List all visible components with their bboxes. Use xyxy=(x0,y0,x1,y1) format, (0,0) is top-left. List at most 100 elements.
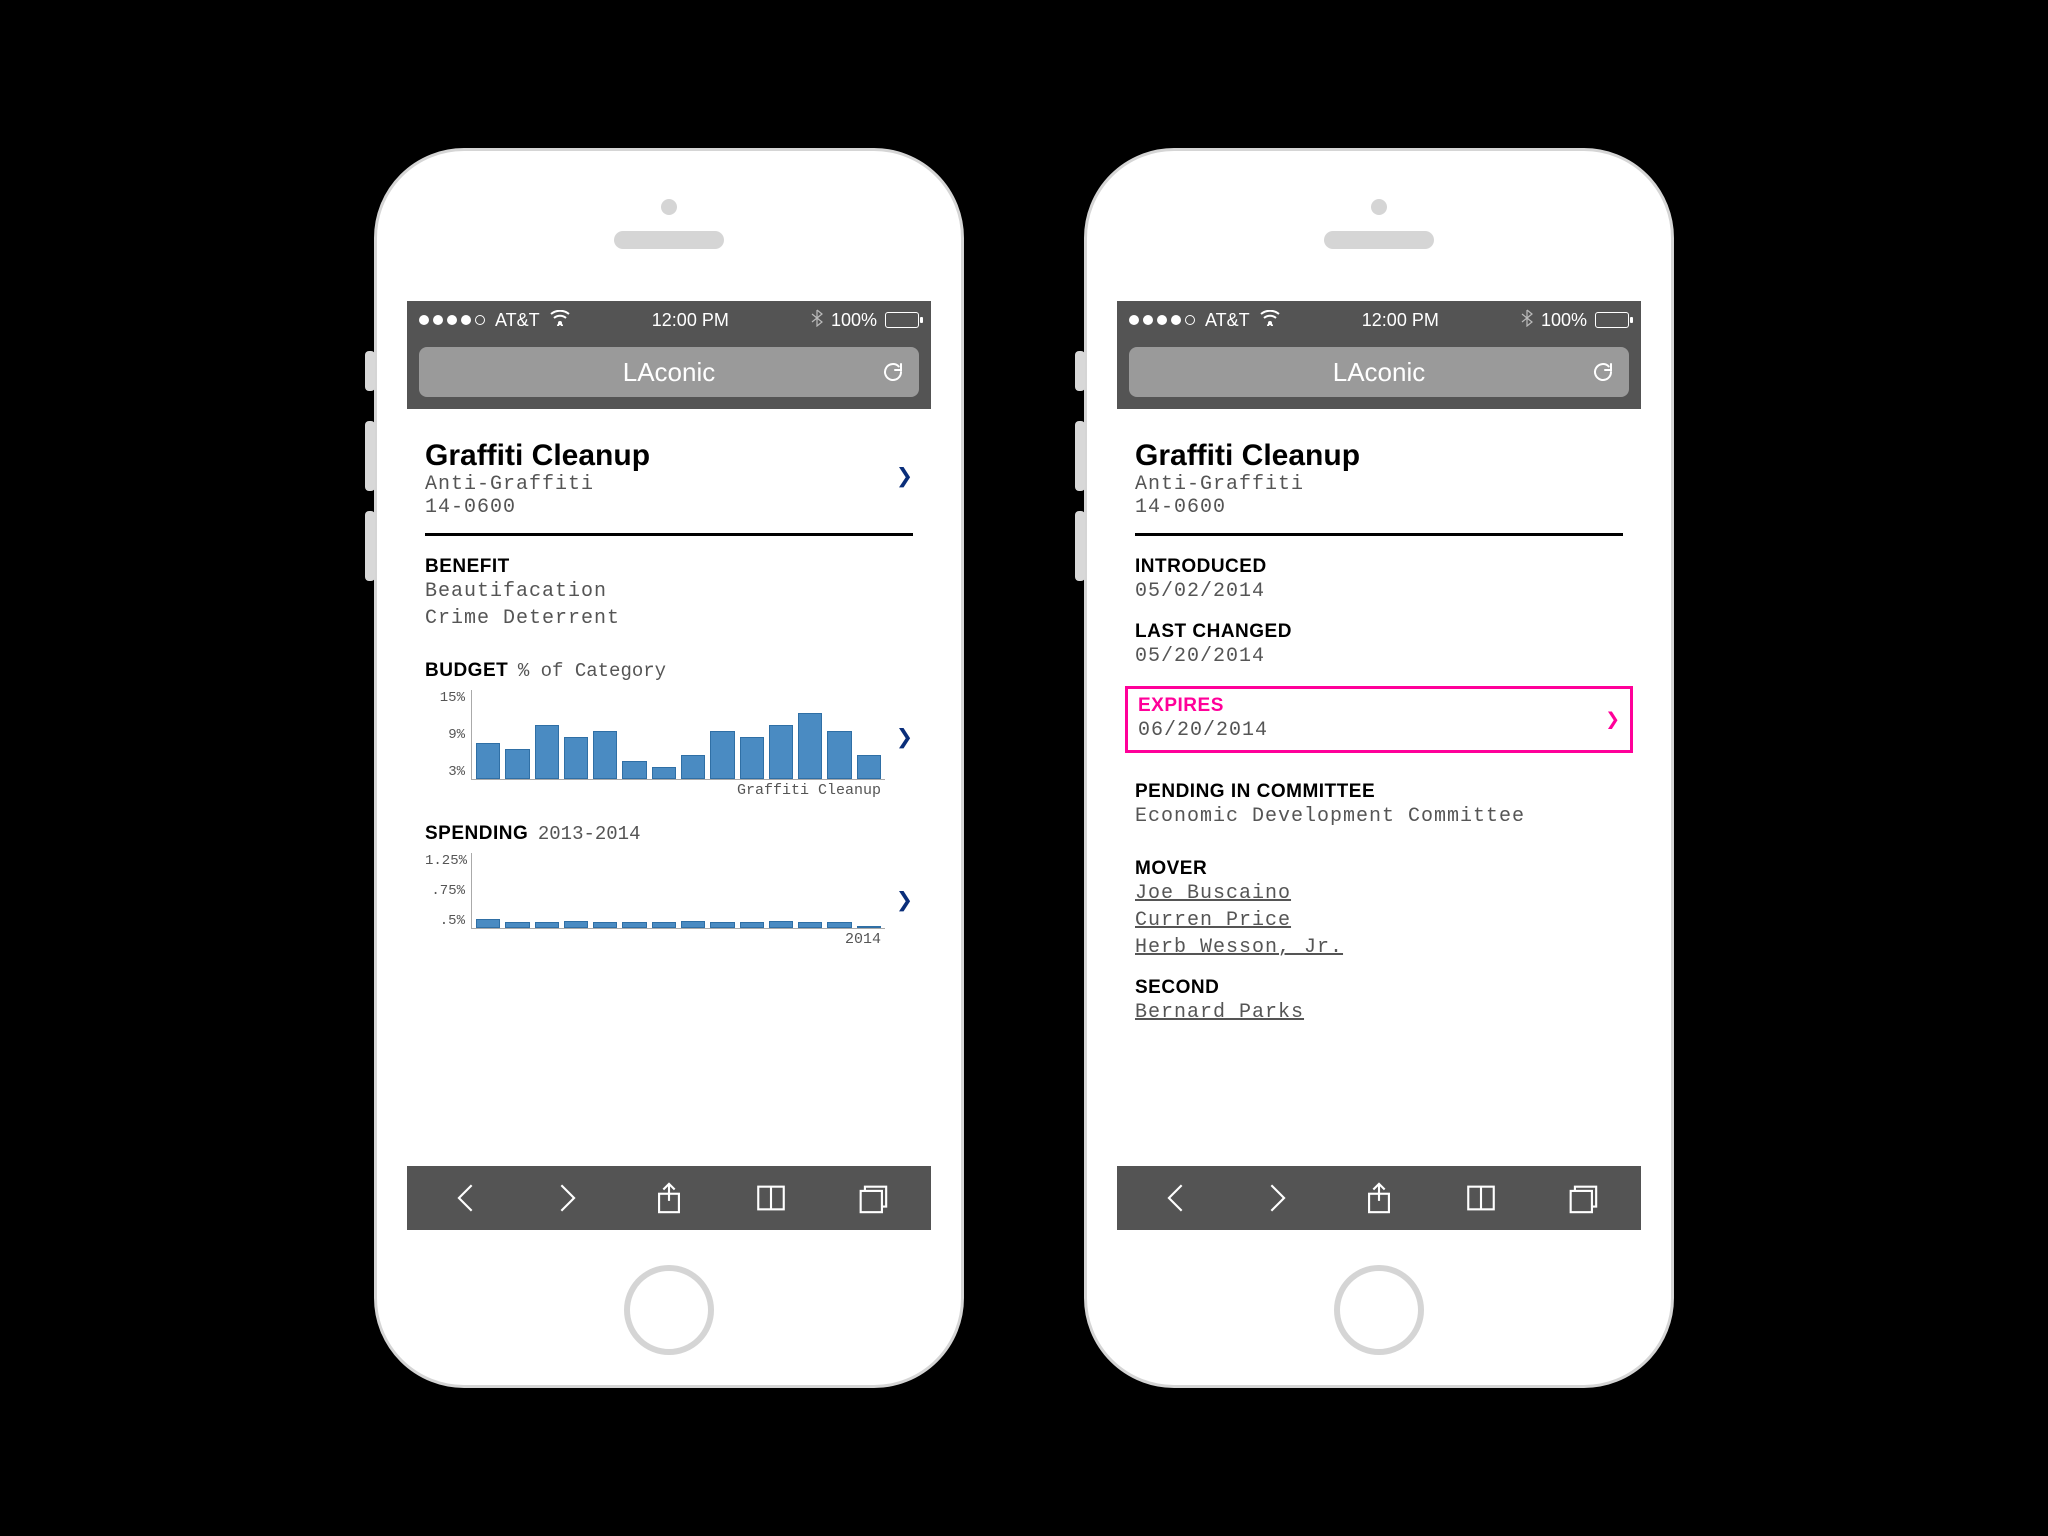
forward-icon[interactable] xyxy=(550,1181,584,1215)
browser-toolbar xyxy=(1117,1166,1641,1230)
clock-label: 12:00 PM xyxy=(1280,310,1521,331)
spending-chart: 1.25%.75%.5% 2014 xyxy=(425,853,885,948)
url-bar[interactable]: LAconic xyxy=(419,347,919,397)
share-icon[interactable] xyxy=(1362,1181,1396,1215)
spending-section[interactable]: SPENDING 2013-2014 1.25%.75%.5% 2014 ❯ xyxy=(425,823,913,948)
back-icon[interactable] xyxy=(1159,1181,1193,1215)
url-label: LAconic xyxy=(1333,357,1426,388)
refresh-icon[interactable] xyxy=(881,360,905,384)
page-title: Graffiti Cleanup xyxy=(425,439,883,473)
page-category: Anti-Graffiti xyxy=(425,473,883,496)
chart-bar xyxy=(681,921,705,928)
page-category: Anti-Graffiti xyxy=(1135,473,1593,496)
budget-y-axis: 15%9%3% xyxy=(425,690,471,780)
chart-bar xyxy=(564,737,588,779)
bill-id: 14-0600 xyxy=(425,496,883,519)
second-section: SECOND Bernard Parks xyxy=(1135,977,1623,1026)
refresh-icon[interactable] xyxy=(1591,360,1615,384)
phone-side-button xyxy=(1075,511,1085,581)
chart-bar xyxy=(535,922,559,928)
expires-value: 06/20/2014 xyxy=(1138,717,1620,744)
chevron-right-icon[interactable]: ❯ xyxy=(896,883,913,918)
tabs-icon[interactable] xyxy=(855,1181,889,1215)
lastchanged-label: LAST CHANGED xyxy=(1135,621,1623,643)
tabs-icon[interactable] xyxy=(1565,1181,1599,1215)
phone-camera xyxy=(661,199,677,215)
share-icon[interactable] xyxy=(652,1181,686,1215)
phone-speaker xyxy=(614,231,724,249)
chart-bar xyxy=(857,755,881,779)
budget-label: BUDGET xyxy=(425,660,508,681)
phone-side-button xyxy=(365,511,375,581)
battery-icon xyxy=(1595,312,1629,328)
forward-icon[interactable] xyxy=(1260,1181,1294,1215)
back-icon[interactable] xyxy=(449,1181,483,1215)
expires-label: EXPIRES xyxy=(1138,695,1620,717)
bluetooth-icon xyxy=(1521,309,1533,332)
budget-sublabel: % of Category xyxy=(518,660,666,682)
chart-bar xyxy=(710,922,734,928)
spending-x-label: 2014 xyxy=(471,931,885,948)
phone-side-button xyxy=(365,421,375,491)
bill-id: 14-0600 xyxy=(1135,496,1593,519)
benefit-label: BENEFIT xyxy=(425,556,913,578)
home-button[interactable] xyxy=(1334,1265,1424,1355)
bookmarks-icon[interactable] xyxy=(754,1181,788,1215)
phone-side-button xyxy=(1075,351,1085,391)
signal-strength-icon xyxy=(419,315,485,325)
spending-y-axis: 1.25%.75%.5% xyxy=(425,853,471,929)
second-name[interactable]: Bernard Parks xyxy=(1135,999,1623,1026)
chart-bar xyxy=(652,767,676,779)
benefit-section: BENEFIT Beautifacation Crime Deterrent xyxy=(425,556,913,632)
status-bar: AT&T 12:00 PM 100% xyxy=(407,301,931,339)
phone-camera xyxy=(1371,199,1387,215)
expires-section[interactable]: EXPIRES 06/20/2014 ❯ xyxy=(1125,686,1633,753)
pending-label: PENDING IN COMMITTEE xyxy=(1135,781,1623,803)
phone-side-button xyxy=(1075,421,1085,491)
chart-bar xyxy=(593,922,617,928)
introduced-value: 05/02/2014 xyxy=(1135,578,1623,605)
chart-bar xyxy=(681,755,705,779)
battery-icon xyxy=(885,312,919,328)
second-label: SECOND xyxy=(1135,977,1623,999)
url-bar[interactable]: LAconic xyxy=(1129,347,1629,397)
budget-chart: 15%9%3% Graffiti Cleanup xyxy=(425,690,885,799)
chart-bar xyxy=(564,921,588,928)
home-button[interactable] xyxy=(624,1265,714,1355)
mover-name[interactable]: Herb Wesson, Jr. xyxy=(1135,934,1623,961)
chart-bar xyxy=(476,743,500,779)
browser-chrome: LAconic xyxy=(1117,339,1641,409)
chart-bar xyxy=(740,737,764,779)
status-bar: AT&T 12:00 PM 100% xyxy=(1117,301,1641,339)
chart-bar xyxy=(798,713,822,779)
chart-bar xyxy=(769,725,793,779)
chevron-right-icon[interactable]: ❯ xyxy=(896,459,913,494)
spending-bars xyxy=(471,853,885,929)
chart-bar xyxy=(505,749,529,779)
chart-bar xyxy=(769,921,793,928)
chevron-right-icon[interactable]: ❯ xyxy=(896,720,913,755)
pending-value: Economic Development Committee xyxy=(1135,803,1623,830)
budget-section[interactable]: BUDGET % of Category 15%9%3% Graffiti Cl… xyxy=(425,660,913,799)
spending-sublabel: 2013-2014 xyxy=(538,823,641,845)
bluetooth-icon xyxy=(811,309,823,332)
mover-name[interactable]: Joe Buscaino xyxy=(1135,880,1623,907)
bookmarks-icon[interactable] xyxy=(1464,1181,1498,1215)
chart-bar xyxy=(710,731,734,779)
content-area: Graffiti Cleanup Anti-Graffiti 14-0600 I… xyxy=(1117,409,1641,1166)
phone-mockup-left: AT&T 12:00 PM 100% LAconic xyxy=(374,148,964,1388)
chart-bar xyxy=(593,731,617,779)
bill-header[interactable]: Graffiti Cleanup Anti-Graffiti 14-0600 ❯ xyxy=(425,439,913,519)
battery-pct-label: 100% xyxy=(831,310,877,331)
carrier-label: AT&T xyxy=(1205,310,1250,331)
spending-label: SPENDING xyxy=(425,823,528,844)
chevron-right-icon[interactable]: ❯ xyxy=(1606,705,1620,735)
chart-bar xyxy=(857,926,881,928)
mover-name[interactable]: Curren Price xyxy=(1135,907,1623,934)
budget-bars xyxy=(471,690,885,780)
chart-bar xyxy=(740,922,764,928)
chart-bar xyxy=(827,731,851,779)
bill-header: Graffiti Cleanup Anti-Graffiti 14-0600 xyxy=(1135,439,1623,519)
chart-bar xyxy=(827,922,851,928)
mover-section: MOVER Joe Buscaino Curren Price Herb Wes… xyxy=(1135,858,1623,961)
